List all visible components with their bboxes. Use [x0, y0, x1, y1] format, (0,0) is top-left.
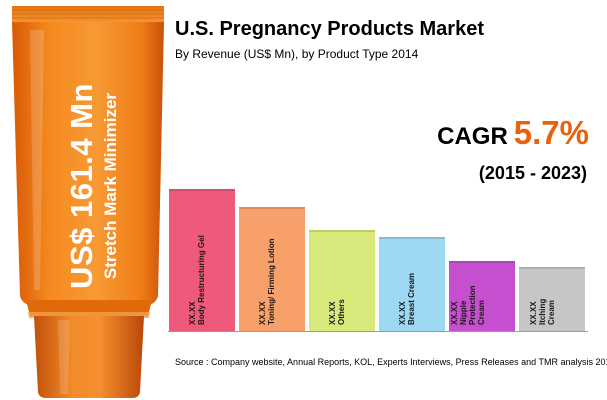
bar-category-label: Cream: [547, 300, 556, 325]
bar-category-label: Cream: [477, 300, 486, 325]
bar-itching-cream: XX.XX Itching Cream: [519, 267, 585, 331]
chart-baseline: [168, 331, 588, 332]
bar-label: XX.XX Body Restructuring Gel: [188, 235, 206, 325]
stretch-mark-product-name: Stretch Mark Minimizer: [101, 92, 120, 280]
bar-value-label: XX.XX: [398, 301, 407, 325]
bar-value-label: XX.XX: [529, 301, 538, 325]
bar-breast-cream: XX.XX Breast Cream: [379, 237, 445, 331]
bar-category-label: Others: [337, 299, 346, 325]
source-note: Source : Company website, Annual Reports…: [175, 357, 607, 367]
bar-category-label: Breast Cream: [407, 272, 416, 325]
cagr-value: 5.7%: [513, 114, 589, 151]
bar-category-label: Toning/ Firming Lotion: [267, 238, 276, 326]
bar-nipple-protection-cream: XX.XX Nipple Protection Cream: [449, 261, 515, 331]
chart-subtitle: By Revenue (US$ Mn), by Product Type 201…: [175, 47, 419, 61]
cream-tube-illustration: US$ 161.4 Mn Stretch Mark Minimizer: [0, 0, 170, 400]
bar-label: XX.XX Breast Cream: [398, 273, 416, 325]
bar-value-label: XX.XX: [450, 301, 459, 325]
bar-label: XX.XX Toning/ Firming Lotion: [258, 239, 276, 326]
bar-value-label: XX.XX: [188, 301, 197, 325]
bar-label: XX.XX Nipple Protection Cream: [450, 285, 486, 325]
chart-title: U.S. Pregnancy Products Market: [175, 18, 484, 40]
bar-body-restructuring-gel: XX.XX Body Restructuring Gel: [169, 189, 235, 331]
bar-label: XX.XX Others: [328, 299, 346, 325]
cagr-block: CAGR 5.7%: [437, 114, 589, 152]
product-type-bar-chart: XX.XX Body Restructuring Gel XX.XX Toning/ …: [168, 188, 588, 332]
cagr-period: (2015 - 2023): [478, 163, 587, 183]
tube-label-area: US$ 161.4 Mn Stretch Mark Minimizer: [18, 72, 168, 300]
cream-tube-graphic: [12, 6, 164, 398]
cagr-label: CAGR: [437, 123, 508, 150]
bar-value-label: XX.XX: [258, 301, 267, 325]
bar-others: XX.XX Others: [309, 230, 375, 331]
bar-value-label: XX.XX: [328, 301, 337, 325]
bar-category-label: Protection: [468, 285, 477, 325]
bar-category-label: Itching: [538, 298, 547, 325]
bar-label: XX.XX Itching Cream: [529, 299, 556, 325]
bar-category-label: Nipple: [459, 300, 468, 325]
stretch-mark-revenue-value: US$ 161.4 Mn: [64, 83, 99, 289]
tube-label-text: US$ 161.4 Mn Stretch Mark Minimizer: [64, 83, 122, 289]
bar-category-label: Body Restructuring Gel: [197, 235, 206, 325]
bar-toning-firming-lotion: XX.XX Toning/ Firming Lotion: [239, 207, 305, 331]
